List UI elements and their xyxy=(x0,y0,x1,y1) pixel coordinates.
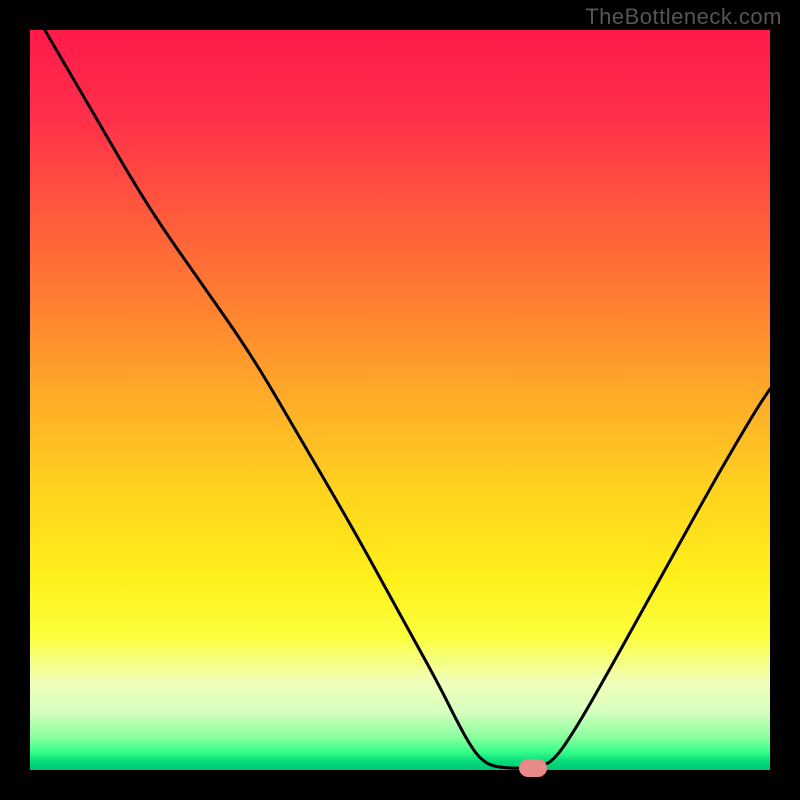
plot-area xyxy=(30,30,770,770)
bottleneck-curve xyxy=(30,30,770,770)
optimum-marker xyxy=(519,759,547,777)
watermark-text: TheBottleneck.com xyxy=(585,4,782,30)
